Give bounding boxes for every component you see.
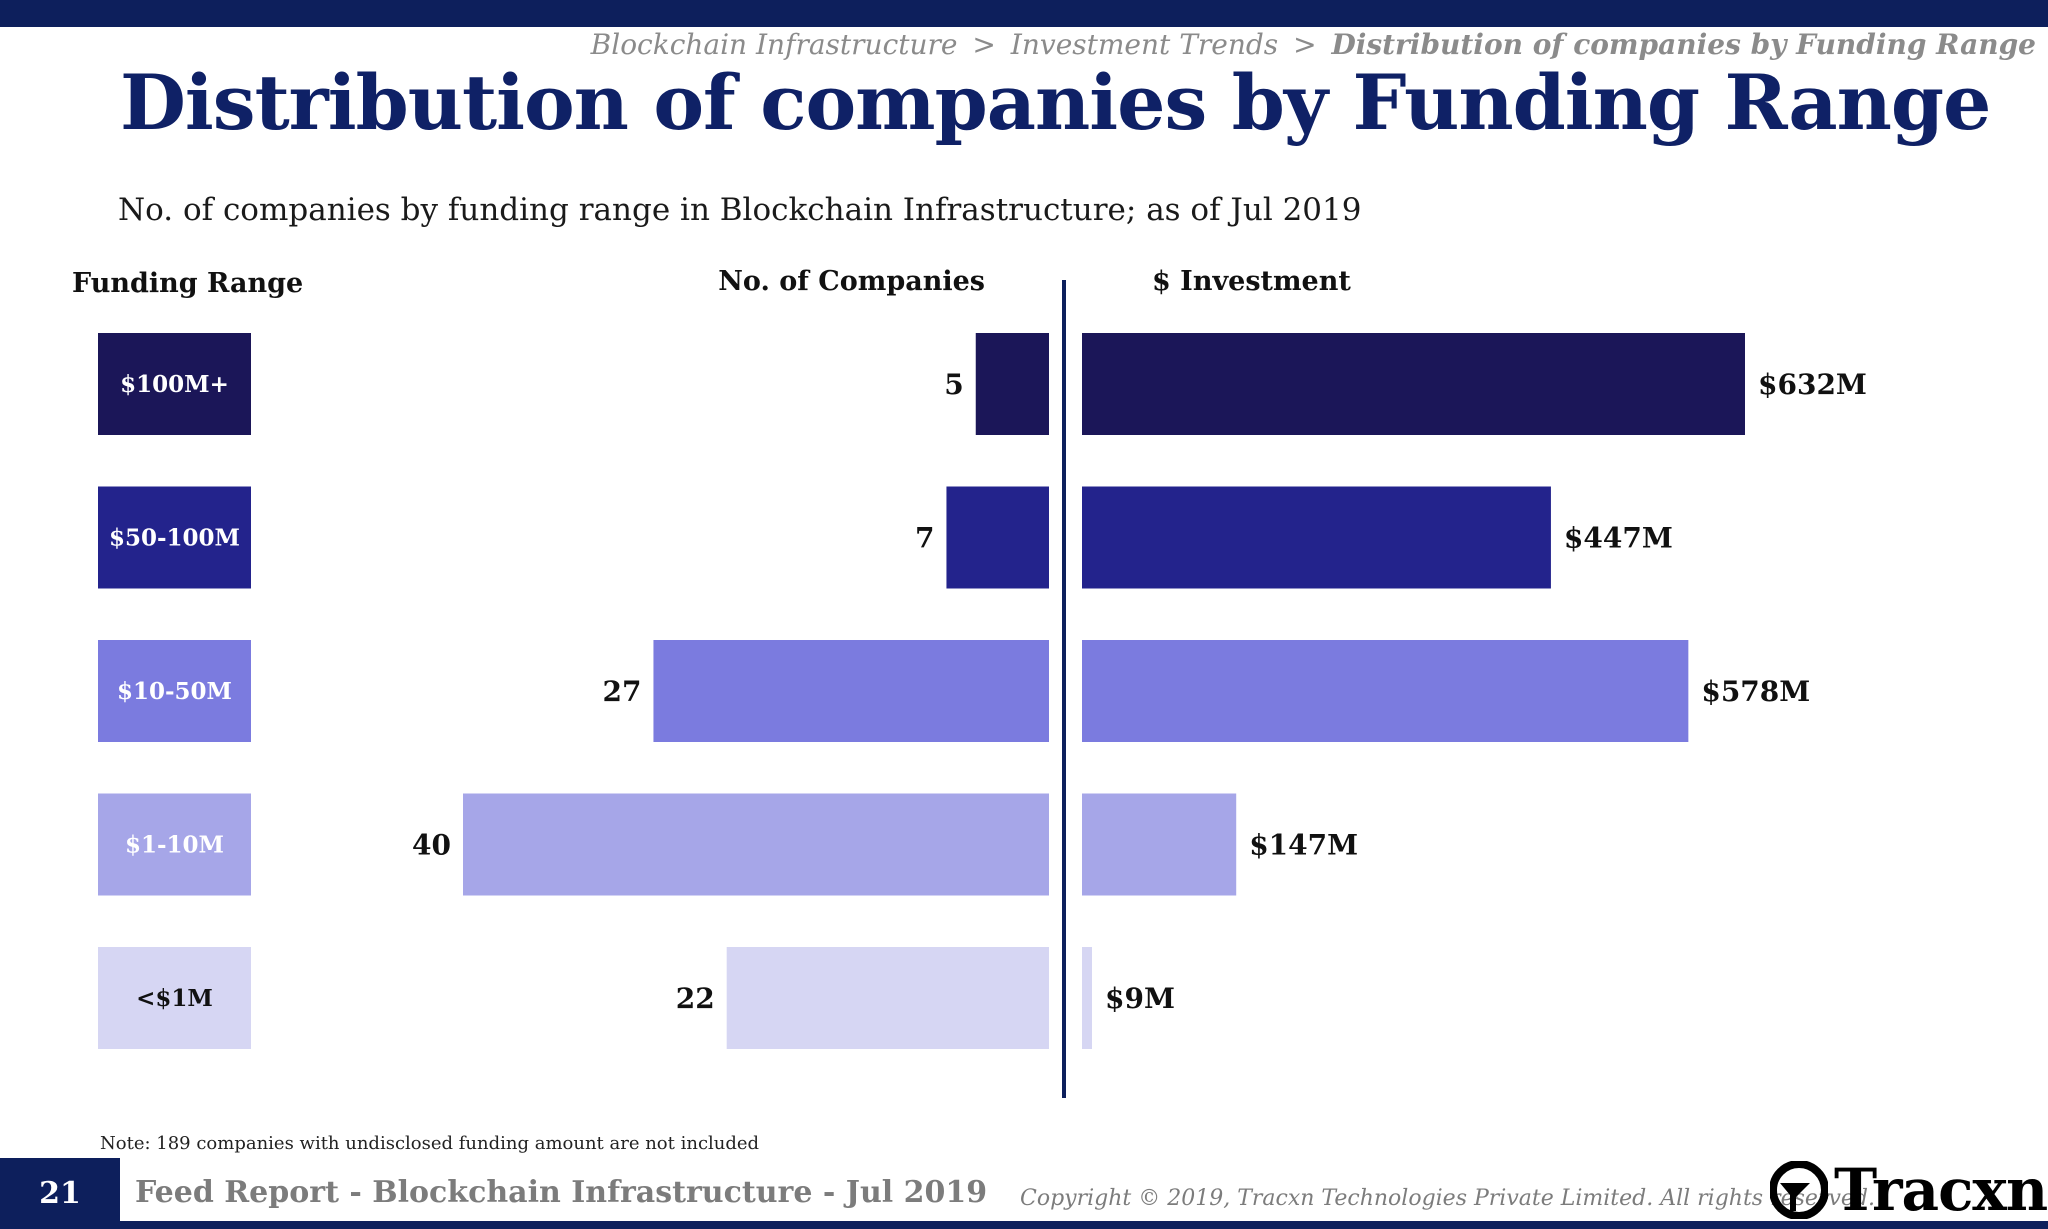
companies-bar (463, 793, 1049, 896)
category-label-box (98, 640, 251, 742)
companies-value-label: 5 (944, 368, 963, 401)
category-label: $100M+ (120, 371, 229, 398)
companies-value-label: 27 (602, 675, 641, 708)
column-header-funding-range: Funding Range (72, 268, 303, 299)
chart-subtitle: No. of companies by funding range in Blo… (118, 192, 1362, 228)
investment-value-label: $578M (1701, 675, 1810, 708)
companies-bar (726, 947, 1049, 1049)
category-label-box (98, 333, 251, 435)
investment-value-label: $632M (1758, 368, 1867, 401)
page-number: 21 (0, 1158, 120, 1229)
companies-value-label: 7 (915, 522, 934, 555)
breadcrumb-separator: > (1293, 28, 1317, 61)
investment-bar (1082, 793, 1237, 896)
category-label: $50-100M (109, 525, 240, 552)
page-title: Distribution of companies by Funding Ran… (120, 58, 1991, 147)
companies-bar (975, 333, 1049, 435)
investment-bar (1082, 333, 1745, 435)
breadcrumb-item[interactable]: Investment Trends (1010, 28, 1279, 61)
category-label-box (98, 947, 251, 1049)
column-header-investment: $ Investment (1152, 266, 1351, 297)
investment-bar (1082, 486, 1551, 589)
companies-bar (653, 640, 1049, 742)
category-label-box (98, 486, 251, 589)
tracxn-logo: Tracxn (1770, 1156, 2048, 1224)
column-header-companies: No. of Companies (718, 266, 985, 297)
investment-value-label: $447M (1564, 522, 1673, 555)
investment-value-label: $147M (1249, 829, 1358, 862)
category-label: <$1M (136, 985, 213, 1012)
investment-bar (1082, 947, 1092, 1049)
footnote: Note: 189 companies with undisclosed fun… (100, 1133, 760, 1154)
breadcrumb-separator: > (972, 28, 996, 61)
report-title: Feed Report - Blockchain Infrastructure … (135, 1175, 988, 1210)
breadcrumb-item[interactable]: Blockchain Infrastructure (590, 28, 958, 61)
investment-value-label: $9M (1105, 982, 1175, 1015)
companies-value-label: 40 (412, 829, 451, 862)
category-label: $10-50M (117, 678, 232, 705)
category-label-box (98, 793, 251, 896)
tracxn-logo-text: Tracxn (1834, 1156, 2048, 1224)
copyright-text: Copyright © 2019, Tracxn Technologies Pr… (1020, 1186, 1875, 1211)
companies-value-label: 22 (676, 982, 715, 1015)
breadcrumb: Blockchain Infrastructure > Investment T… (591, 28, 2036, 61)
category-label: $1-10M (125, 832, 224, 859)
footer-bar (120, 1221, 2048, 1229)
investment-bar (1082, 640, 1689, 742)
top-accent-bar (0, 0, 2048, 27)
tracxn-logo-icon (1770, 1161, 1828, 1219)
breadcrumb-current: Distribution of companies by Funding Ran… (1331, 28, 2036, 61)
companies-bar (946, 486, 1049, 589)
